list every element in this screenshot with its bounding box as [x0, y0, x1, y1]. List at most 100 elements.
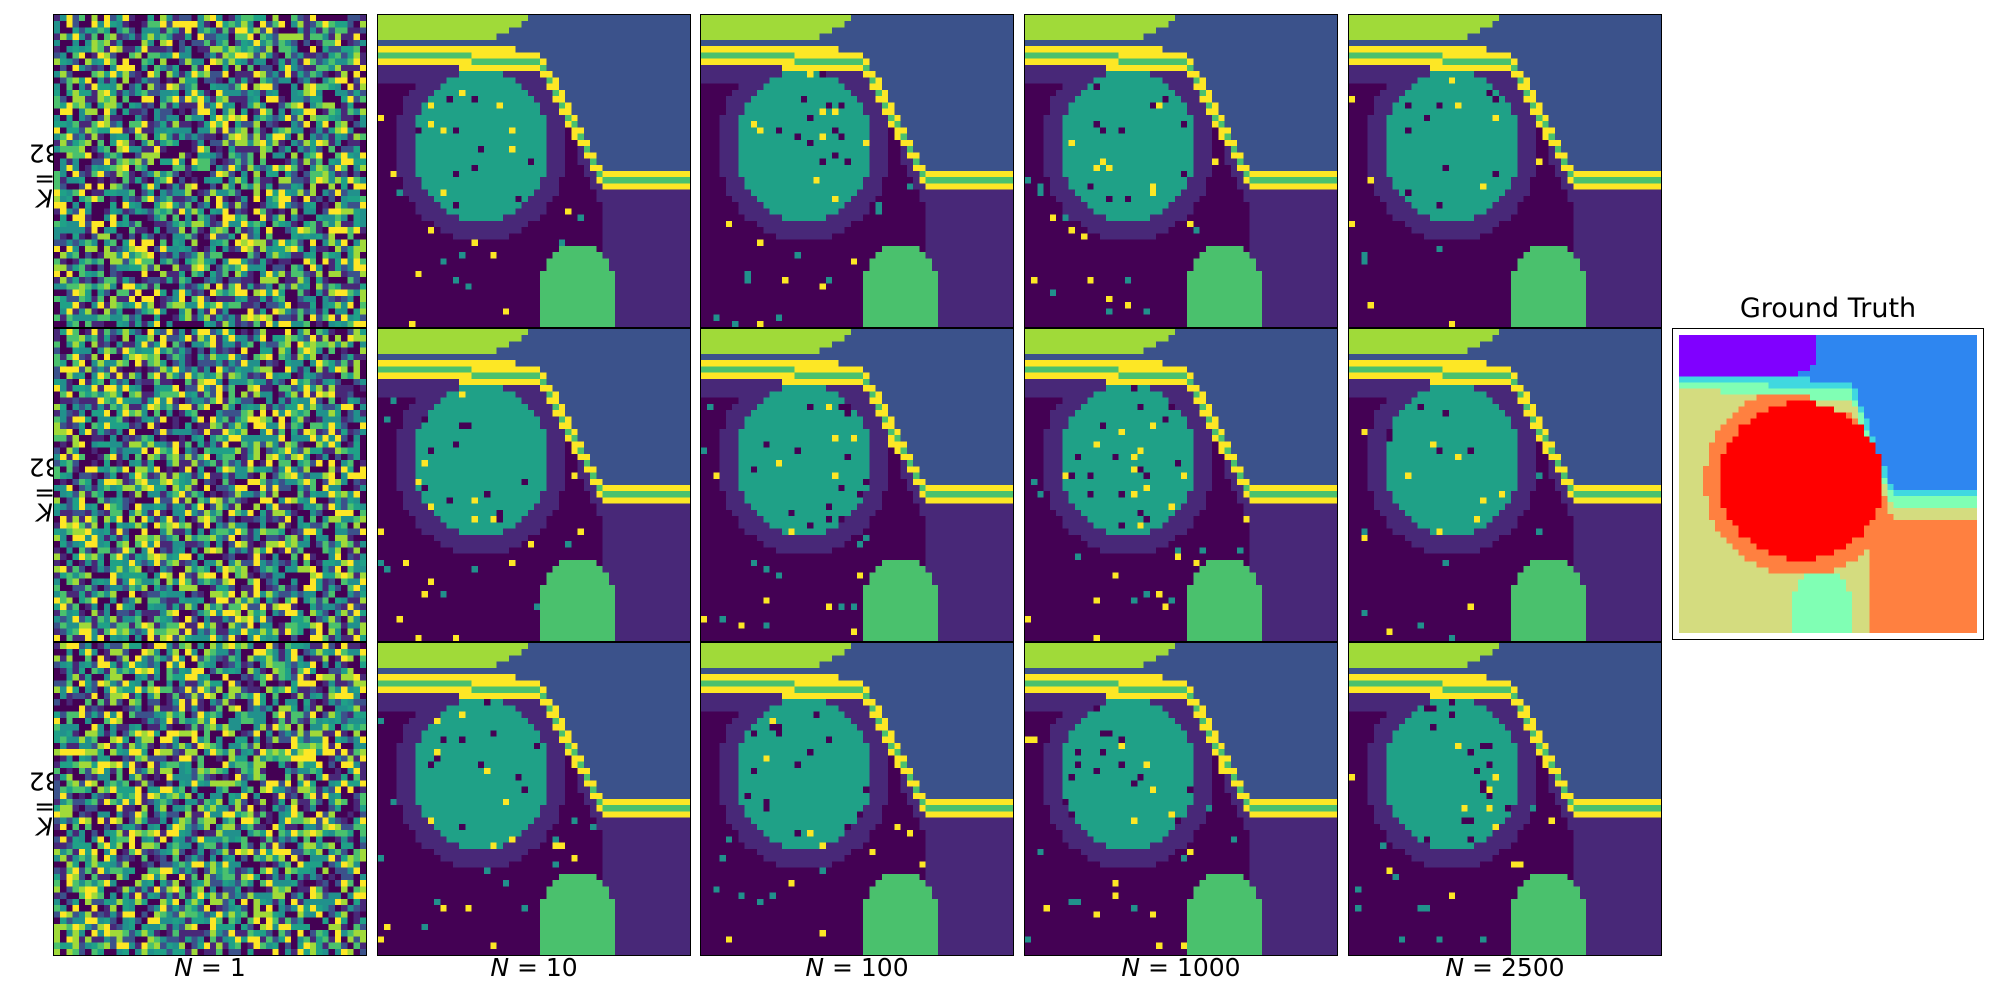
- segmentation-cell: [334, 385, 342, 392]
- segmentation-cell: [166, 114, 173, 122]
- segmentation-cell: [234, 295, 242, 303]
- segmentation-cell: [1492, 114, 1499, 122]
- segmentation-cell: [322, 114, 329, 122]
- segmentation-cell: [1442, 164, 1449, 171]
- segmentation-cell: [166, 410, 173, 417]
- segmentation-cell: [72, 121, 79, 128]
- segmentation-cell: [72, 460, 79, 467]
- segmentation-cell: [228, 96, 235, 103]
- segmentation-cell: [353, 214, 360, 221]
- segmentation-cell: [60, 64, 67, 72]
- segmentation-cell: [894, 121, 901, 128]
- segmentation-cell: [166, 177, 173, 184]
- segmentation-cell: [415, 127, 422, 134]
- segmentation-cell: [1486, 77, 1518, 84]
- segmentation-cell: [103, 220, 111, 228]
- segmentation-cell: [78, 64, 86, 72]
- segmentation-cell: [210, 372, 217, 379]
- segmentation-cell: [97, 102, 104, 109]
- segmentation-cell: [341, 158, 348, 165]
- segmentation-cell: [191, 366, 198, 373]
- segmentation-cell: [1349, 96, 1356, 103]
- segmentation-cell: [185, 171, 192, 178]
- segmentation-cell: [203, 214, 210, 221]
- segmentation-cell: [571, 127, 584, 134]
- segmentation-cell: [328, 108, 335, 115]
- segmentation-cell: [122, 102, 129, 109]
- segmentation-cell: [303, 378, 310, 386]
- segmentation-cell: [147, 422, 154, 429]
- segmentation-cell: [103, 27, 111, 34]
- segmentation-cell: [178, 460, 186, 467]
- segmentation-cell: [1536, 114, 1543, 122]
- segmentation-cell: [197, 171, 204, 178]
- segmentation-cell: [160, 252, 167, 259]
- segmentation-cell: [191, 252, 198, 259]
- segmentation-cell: [234, 391, 242, 398]
- segmentation-cell: [701, 320, 733, 327]
- segmentation-cell: [359, 289, 366, 296]
- segmentation-cell: [303, 46, 310, 53]
- segmentation-cell: [328, 77, 335, 84]
- segmentation-cell: [259, 366, 267, 373]
- segmentation-cell: [116, 177, 123, 184]
- segmentation-cell: [353, 177, 360, 184]
- segmentation-cell: [565, 239, 603, 246]
- segmentation-cell: [291, 403, 298, 411]
- segmentation-cell: [172, 347, 179, 354]
- segmentation-cell: [191, 108, 198, 115]
- segmentation-cell: [203, 77, 210, 84]
- segmentation-cell: [147, 183, 154, 190]
- segmentation-cell: [316, 102, 323, 109]
- segmentation-cell: [341, 308, 348, 315]
- segmentation-cell: [1187, 320, 1263, 327]
- segmentation-cell: [341, 202, 348, 209]
- segmentation-cell: [775, 314, 783, 321]
- segmentation-cell: [328, 177, 335, 184]
- segmentation-cell: [838, 108, 864, 115]
- segmentation-cell: [172, 171, 179, 178]
- segmentation-cell: [1262, 308, 1337, 315]
- segmentation-cell: [234, 353, 242, 361]
- segmentation-cell: [291, 202, 298, 209]
- segmentation-cell: [178, 435, 186, 442]
- segmentation-cell: [110, 46, 117, 53]
- segmentation-cell: [471, 52, 541, 59]
- segmentation-cell: [110, 366, 117, 373]
- segmentation-cell: [1536, 102, 1543, 109]
- segmentation-cell: [1517, 114, 1537, 122]
- segmentation-cell: [913, 183, 926, 190]
- segmentation-cell: [54, 341, 61, 348]
- segmentation-cell: [316, 441, 323, 448]
- segmentation-cell: [322, 177, 329, 184]
- segmentation-cell: [128, 372, 136, 379]
- segmentation-cell: [228, 64, 235, 72]
- segmentation-cell: [54, 403, 61, 411]
- segmentation-cell: [172, 108, 179, 115]
- segmentation-cell: [222, 177, 229, 184]
- segmentation-map: [54, 329, 366, 641]
- segmentation-cell: [122, 77, 129, 84]
- segmentation-cell: [259, 195, 267, 203]
- segmentation-cell: [1025, 208, 1063, 215]
- segmentation-cell: [378, 264, 547, 271]
- segmentation-cell: [291, 127, 298, 134]
- segmentation-cell: [203, 397, 210, 404]
- segmentation-cell: [216, 114, 223, 122]
- segmentation-cell: [153, 233, 161, 240]
- segmentation-cell: [147, 270, 154, 278]
- segmentation-cell: [353, 27, 360, 34]
- segmentation-cell: [322, 46, 329, 53]
- segmentation-cell: [359, 460, 366, 467]
- segmentation-cell: [1529, 183, 1562, 190]
- segmentation-cell: [1043, 164, 1063, 171]
- segmentation-cell: [750, 189, 857, 196]
- segmentation-cell: [60, 422, 67, 429]
- segmentation-cell: [185, 410, 192, 417]
- segmentation-cell: [266, 453, 273, 461]
- segmentation-cell: [66, 341, 73, 348]
- segmentation-cell: [1106, 195, 1113, 203]
- segmentation-cell: [571, 133, 578, 140]
- segmentation-cell: [1542, 127, 1555, 134]
- segmentation-cell: [191, 447, 198, 454]
